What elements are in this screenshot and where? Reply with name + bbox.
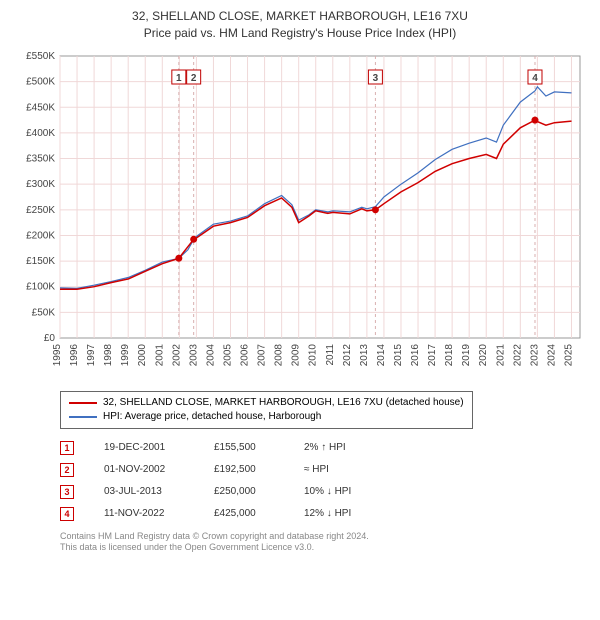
svg-text:2014: 2014 — [376, 343, 387, 366]
svg-text:£550K: £550K — [26, 51, 55, 62]
sales-table: 1 19-DEC-2001 £155,500 2% ↑ HPI 2 01-NOV-2002… — [60, 437, 590, 525]
svg-text:£100K: £100K — [26, 281, 55, 292]
svg-text:2003: 2003 — [188, 343, 199, 366]
sale-marker-box: 3 — [60, 485, 74, 499]
legend-label: HPI: Average price, detached house, Harb… — [103, 411, 321, 422]
sale-row: 4 11-NOV-2022 £425,000 12% ↓ HPI — [60, 503, 590, 525]
sale-row: 1 19-DEC-2001 £155,500 2% ↑ HPI — [60, 437, 590, 459]
sale-diff: 2% ↑ HPI — [304, 442, 384, 453]
svg-text:2012: 2012 — [342, 343, 353, 366]
sale-date: 01-NOV-2002 — [104, 464, 184, 475]
svg-text:2011: 2011 — [325, 343, 336, 365]
svg-text:2017: 2017 — [427, 343, 438, 366]
sale-price: £250,000 — [214, 486, 274, 497]
svg-text:£350K: £350K — [26, 153, 55, 164]
svg-text:1999: 1999 — [120, 343, 131, 366]
sale-diff: 10% ↓ HPI — [304, 486, 384, 497]
svg-text:£300K: £300K — [26, 179, 55, 190]
sale-diff: ≈ HPI — [304, 464, 384, 475]
footer-line-2: This data is licensed under the Open Gov… — [60, 542, 590, 554]
sale-date: 03-JUL-2013 — [104, 486, 184, 497]
attribution-footer: Contains HM Land Registry data © Crown c… — [60, 531, 590, 554]
svg-text:1996: 1996 — [69, 343, 80, 366]
svg-text:2010: 2010 — [308, 343, 319, 366]
svg-text:2019: 2019 — [461, 343, 472, 366]
svg-text:2013: 2013 — [359, 343, 370, 366]
svg-text:£250K: £250K — [26, 204, 55, 215]
sale-date: 11-NOV-2022 — [104, 508, 184, 519]
svg-text:£500K: £500K — [26, 76, 55, 87]
legend: 32, SHELLAND CLOSE, MARKET HARBOROUGH, L… — [60, 391, 473, 429]
svg-text:2001: 2001 — [154, 343, 165, 366]
chart-container: 32, SHELLAND CLOSE, MARKET HARBOROUGH, L… — [0, 0, 600, 564]
svg-text:2020: 2020 — [478, 343, 489, 366]
svg-text:£200K: £200K — [26, 230, 55, 241]
svg-text:2018: 2018 — [444, 343, 455, 366]
sale-marker-box: 4 — [60, 507, 74, 521]
svg-text:2006: 2006 — [240, 343, 251, 366]
line-chart-svg: £0 £50K £100K £150K £200K £250K £300K £350K £400… — [10, 48, 590, 378]
svg-text:2009: 2009 — [291, 343, 302, 366]
legend-swatch — [69, 402, 97, 404]
svg-text:2016: 2016 — [410, 343, 421, 366]
svg-text:2: 2 — [191, 73, 197, 84]
legend-swatch — [69, 416, 97, 418]
svg-text:1997: 1997 — [86, 343, 97, 366]
footer-line-1: Contains HM Land Registry data © Crown c… — [60, 531, 590, 543]
chart-title-1: 32, SHELLAND CLOSE, MARKET HARBOROUGH, L… — [10, 8, 590, 25]
sale-marker-box: 2 — [60, 463, 74, 477]
svg-text:3: 3 — [373, 73, 379, 84]
svg-text:2025: 2025 — [563, 343, 574, 366]
sale-price: £425,000 — [214, 508, 274, 519]
svg-text:2021: 2021 — [495, 343, 506, 366]
svg-text:£450K: £450K — [26, 102, 55, 113]
svg-text:2022: 2022 — [512, 343, 523, 366]
svg-text:£400K: £400K — [26, 128, 55, 139]
svg-text:2024: 2024 — [546, 343, 557, 366]
svg-text:2004: 2004 — [205, 343, 216, 366]
svg-text:2023: 2023 — [529, 343, 540, 366]
legend-label: 32, SHELLAND CLOSE, MARKET HARBOROUGH, L… — [103, 397, 464, 408]
legend-row: 32, SHELLAND CLOSE, MARKET HARBOROUGH, L… — [69, 396, 464, 410]
svg-text:£50K: £50K — [32, 307, 56, 318]
svg-text:4: 4 — [532, 73, 538, 84]
chart-plot: £0 £50K £100K £150K £200K £250K £300K £350K £400… — [10, 48, 590, 383]
svg-text:1: 1 — [176, 73, 182, 84]
sale-price: £192,500 — [214, 464, 274, 475]
sale-row: 3 03-JUL-2013 £250,000 10% ↓ HPI — [60, 481, 590, 503]
svg-text:£0: £0 — [44, 333, 56, 344]
svg-text:1998: 1998 — [103, 343, 114, 366]
svg-text:2015: 2015 — [393, 343, 404, 366]
legend-row: HPI: Average price, detached house, Harb… — [69, 410, 464, 424]
sale-diff: 12% ↓ HPI — [304, 508, 384, 519]
svg-text:2002: 2002 — [171, 343, 182, 366]
svg-text:2007: 2007 — [257, 343, 268, 366]
svg-text:£150K: £150K — [26, 256, 55, 267]
chart-title-2: Price paid vs. HM Land Registry's House … — [10, 25, 590, 42]
svg-text:2008: 2008 — [274, 343, 285, 366]
svg-text:1995: 1995 — [52, 343, 63, 366]
sale-row: 2 01-NOV-2002 £192,500 ≈ HPI — [60, 459, 590, 481]
sale-price: £155,500 — [214, 442, 274, 453]
sale-marker-box: 1 — [60, 441, 74, 455]
sale-date: 19-DEC-2001 — [104, 442, 184, 453]
svg-text:2000: 2000 — [137, 343, 148, 366]
svg-text:2005: 2005 — [222, 343, 233, 366]
